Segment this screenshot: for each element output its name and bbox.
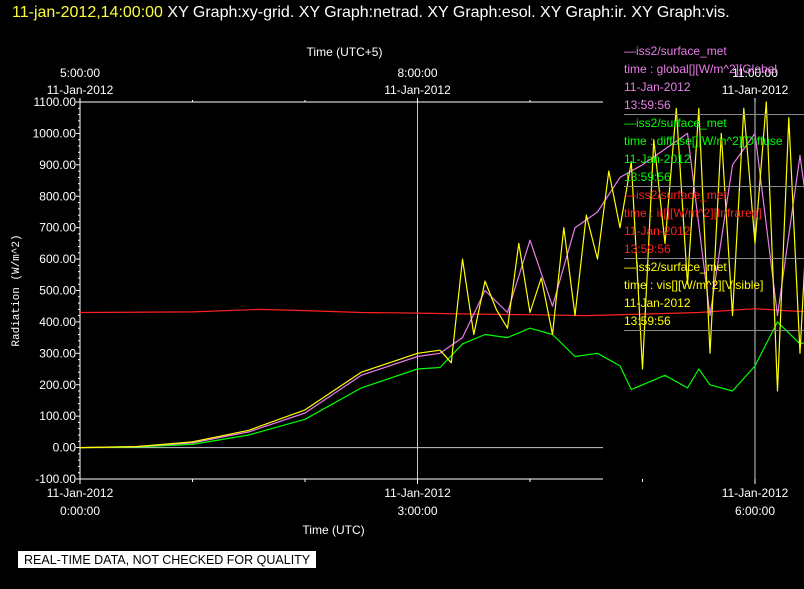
y-tick-label: 0.00: [53, 441, 77, 455]
y-tick-label: 1100.00: [34, 95, 77, 109]
top-x-tick-label-time: 8:00:00: [397, 66, 437, 80]
y-tick-label: 100.00: [39, 409, 76, 423]
legend-diffuse-line4: 13:59:56: [624, 170, 671, 184]
legend-vis-line3: 11-Jan-2012: [624, 296, 691, 310]
x-axis-label: Time (UTC): [302, 523, 364, 537]
top-x-tick-label-date: 11-Jan-2012: [47, 83, 114, 97]
x-tick-label-date: 11-Jan-2012: [384, 486, 451, 500]
legend-vis-line2: time : vis[][W/m^2][Visible]: [624, 278, 764, 292]
x-tick-label-time: 0:00:00: [60, 504, 100, 518]
legend-separator: [624, 330, 804, 331]
y-tick-label: 500.00: [39, 284, 76, 298]
y-tick-label: 900.00: [39, 158, 76, 172]
top-x-tick-label-date: 11-Jan-2012: [722, 83, 789, 97]
page-title: 11-jan-2012,14:00:00 XY Graph:xy-grid. X…: [12, 2, 802, 24]
series-line-global: [79, 132, 804, 449]
title-timestamp: 11-jan-2012,14:00:00: [12, 4, 163, 21]
y-tick-label: 300.00: [39, 346, 76, 360]
legend-global-line4: 13:59:56: [624, 98, 671, 112]
top-x-tick-label-time: 11:00:00: [732, 66, 778, 80]
legend-ir-line3: 11-Jan-2012: [624, 224, 691, 238]
y-tick-label: 800.00: [39, 189, 76, 203]
series-line-vis: [79, 101, 804, 449]
x-tick-label-time: 3:00:00: [397, 504, 437, 518]
x-tick-label-date: 11-Jan-2012: [47, 486, 114, 500]
legend-diffuse-line2: time : diffuse[][W/m^2][Diffuse: [624, 134, 783, 148]
y-tick-label: -100.00: [35, 472, 76, 486]
legend-vis-line4: 13:59:56: [624, 314, 671, 328]
title-graph-list: XY Graph:xy-grid. XY Graph:netrad. XY Gr…: [167, 4, 730, 21]
legend-global-line2: time : global[][W/m^2][Global: [624, 62, 778, 76]
legend-separator: [624, 258, 804, 259]
top-x-axis-label: Time (UTC+5): [307, 45, 383, 59]
top-x-tick-label-time: 5:00:00: [60, 66, 100, 80]
y-axis-label: Radiation (W/m^2): [11, 234, 23, 346]
x-tick-label-time: 6:00:00: [735, 504, 775, 518]
legend-separator: [624, 186, 804, 187]
top-x-tick-label-date: 11-Jan-2012: [384, 83, 451, 97]
y-tick-label: 700.00: [39, 221, 76, 235]
legend-global-line1: —iss2/surface_met: [624, 44, 727, 58]
y-tick-label: 600.00: [39, 252, 76, 266]
legend-ir-line2: time : ir[][W/m^2][Infrared]: [624, 206, 762, 220]
legend-diffuse-line3: 11-Jan-2012: [624, 152, 691, 166]
x-tick-label-date: 11-Jan-2012: [722, 486, 789, 500]
y-tick-label: 200.00: [39, 378, 76, 392]
legend-ir-line4: 13:59:56: [624, 242, 671, 256]
series-line-ir: [79, 308, 804, 317]
legend-diffuse-line1: —iss2/surface_met: [624, 116, 727, 130]
series-line-diffuse: [79, 321, 804, 449]
legend-separator: [624, 114, 804, 115]
y-tick-label: 1000.00: [33, 126, 77, 140]
legend-global-line3: 11-Jan-2012: [624, 80, 691, 94]
quality-notice: REAL-TIME DATA, NOT CHECKED FOR QUALITY: [18, 551, 317, 568]
legend-ir-line1: —iss2/surface_met: [624, 188, 727, 202]
y-tick-label: 400.00: [39, 315, 76, 329]
legend-vis-line1: —iss2/surface_met: [624, 260, 727, 274]
